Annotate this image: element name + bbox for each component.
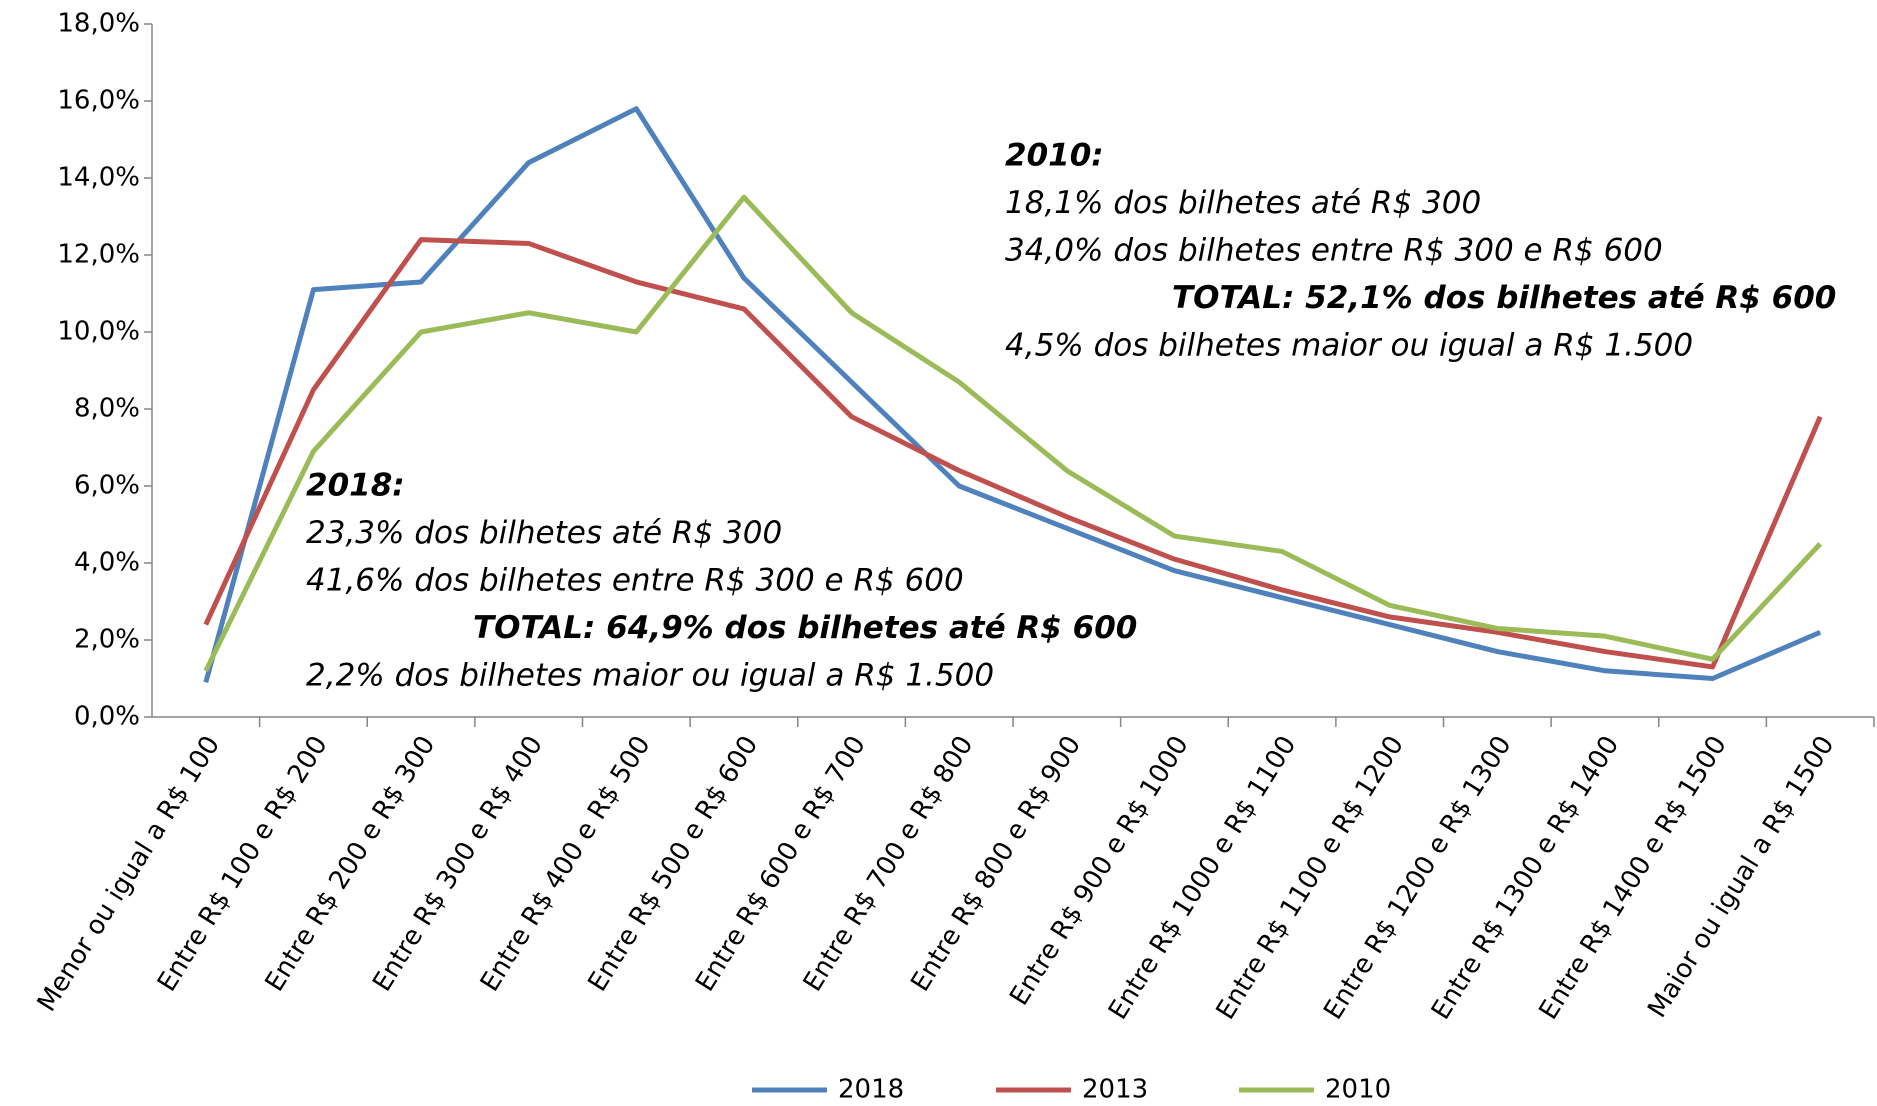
x-tick-label: Menor ou igual a R$ 100 <box>32 731 226 1017</box>
y-tick-label: 0,0% <box>74 702 140 732</box>
annotation-line: 34,0% dos bilhetes entre R$ 300 e R$ 600 <box>1005 233 1663 269</box>
series-line <box>203 194 1823 672</box>
x-tick-label: Entre R$ 1200 e R$ 1300 <box>1318 731 1517 1025</box>
annotation-line: 41,6% dos bilhetes entre R$ 300 e R$ 600 <box>306 563 964 599</box>
y-tick-label: 12,0% <box>57 240 140 270</box>
annotation-heading: 2018: <box>306 468 405 504</box>
legend-label: 2018 <box>838 1075 904 1105</box>
legend-label: 2010 <box>1325 1075 1391 1105</box>
x-tick-label: Entre R$ 1400 e R$ 1500 <box>1534 731 1733 1025</box>
x-tick-label: Entre R$ 1300 e R$ 1400 <box>1426 731 1625 1025</box>
annotation-footer: 4,5% dos bilhetes maior ou igual a R$ 1.… <box>1005 328 1693 364</box>
annotation-heading: 2010: <box>1005 138 1104 174</box>
y-tick-label: 18,0% <box>57 9 140 39</box>
annotation-line: 23,3% dos bilhetes até R$ 300 <box>306 515 782 551</box>
legend-label: 2013 <box>1082 1075 1148 1105</box>
annotation-total: TOTAL: 52,1% dos bilhetes até R$ 600 <box>1172 280 1836 316</box>
y-tick-label: 8,0% <box>74 394 140 424</box>
x-tick-label: Entre R$ 1000 e R$ 1100 <box>1103 731 1302 1025</box>
y-tick-label: 14,0% <box>57 163 140 193</box>
series-line <box>203 237 1823 670</box>
x-tick-label: Entre R$ 1100 e R$ 1200 <box>1211 731 1410 1025</box>
y-tick-label: 4,0% <box>74 548 140 578</box>
x-tick-label: Maior ou igual a R$ 1500 <box>1642 731 1840 1023</box>
y-tick-label: 16,0% <box>57 86 140 116</box>
y-tick-label: 10,0% <box>57 317 140 347</box>
x-tick-label: Entre R$ 900 e R$ 1000 <box>1004 731 1195 1011</box>
annotation-footer: 2,2% dos bilhetes maior ou igual a R$ 1.… <box>306 658 994 694</box>
y-tick-label: 2,0% <box>74 625 140 655</box>
series-line <box>203 106 1822 684</box>
annotation-total: TOTAL: 64,9% dos bilhetes até R$ 600 <box>473 610 1137 646</box>
y-tick-label: 6,0% <box>74 471 140 501</box>
annotation-line: 18,1% dos bilhetes até R$ 300 <box>1005 185 1481 221</box>
